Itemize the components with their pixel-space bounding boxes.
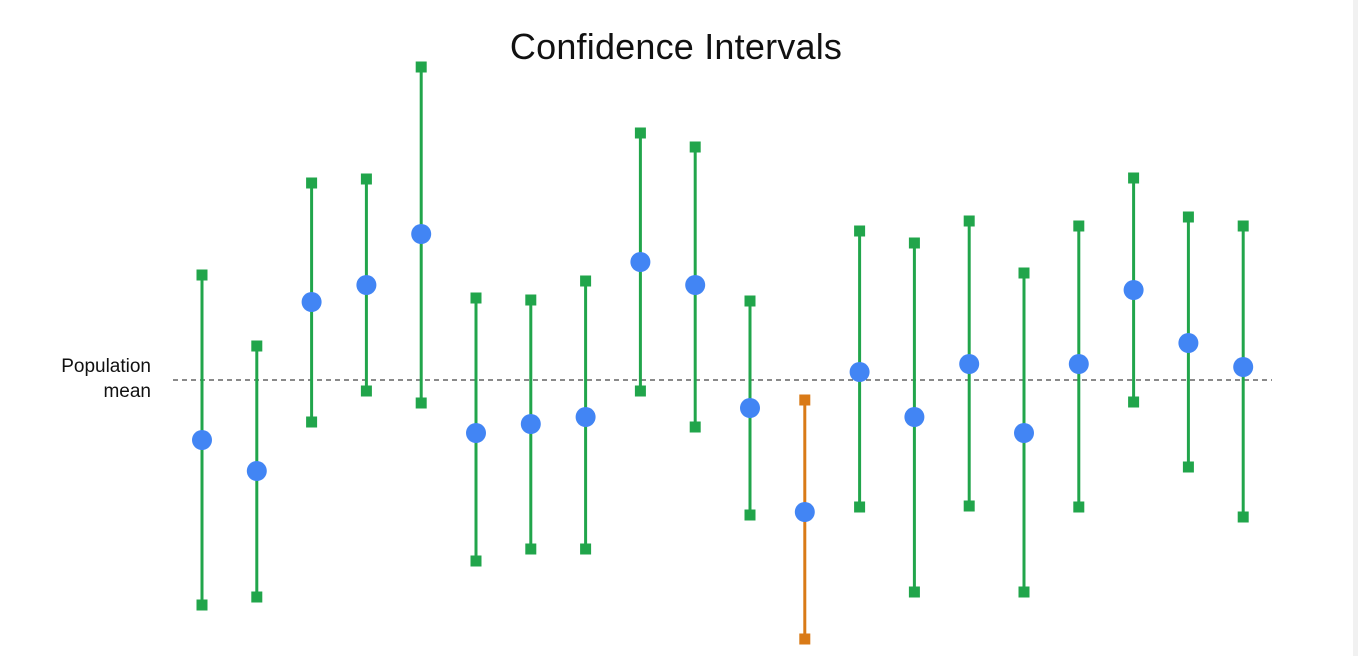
interval-18 <box>1123 172 1144 408</box>
sample-estimate-point <box>904 407 925 427</box>
upper-bound-marker <box>525 294 537 306</box>
population-mean-label-line1: Population <box>61 356 151 377</box>
sample-estimate-point <box>959 354 980 374</box>
interval-7 <box>520 294 541 555</box>
sample-estimate-point <box>740 398 760 418</box>
interval-12 <box>794 394 815 645</box>
interval-11 <box>740 295 760 521</box>
lower-bound-marker <box>1237 511 1249 523</box>
sample-estimate-point <box>246 461 267 481</box>
interval-9 <box>630 127 651 397</box>
upper-bound-marker <box>1182 211 1194 223</box>
upper-bound-marker <box>306 177 318 189</box>
lower-bound-marker <box>963 500 975 512</box>
sample-estimate-point <box>794 502 815 522</box>
upper-bound-marker <box>1073 220 1085 232</box>
sample-estimate-point <box>356 275 377 295</box>
sample-estimate-point <box>630 252 651 272</box>
interval-5 <box>411 61 432 409</box>
upper-bound-marker <box>251 340 263 352</box>
lower-bound-marker <box>744 509 756 521</box>
sample-estimate-point <box>411 224 432 244</box>
upper-bound-marker <box>963 215 975 227</box>
lower-bound-marker <box>306 416 318 428</box>
interval-19 <box>1178 211 1199 473</box>
interval-13 <box>849 225 870 513</box>
lower-bound-marker <box>1073 501 1085 513</box>
sample-estimate-point <box>1178 333 1199 353</box>
lower-bound-marker <box>799 633 811 645</box>
upper-bound-marker <box>634 127 646 139</box>
interval-15 <box>959 215 980 512</box>
upper-bound-marker <box>854 225 866 237</box>
upper-bound-marker <box>1237 220 1249 232</box>
interval-3 <box>301 177 322 428</box>
lower-bound-marker <box>634 385 646 397</box>
interval-8 <box>575 275 596 555</box>
chart-title: Confidence Intervals <box>509 26 843 67</box>
upper-bound-marker <box>470 292 482 304</box>
sample-estimate-point <box>849 362 870 382</box>
sample-estimate-point <box>301 292 322 312</box>
lower-bound-marker <box>689 421 701 433</box>
lower-bound-marker <box>525 543 537 555</box>
lower-bound-marker <box>415 397 427 409</box>
lower-bound-marker <box>360 385 372 397</box>
lower-bound-marker <box>580 543 592 555</box>
right-edge-border <box>1353 0 1358 656</box>
interval-10 <box>685 141 706 433</box>
upper-bound-marker <box>415 61 427 73</box>
population-mean-label: Population mean <box>20 354 151 404</box>
interval-16 <box>1014 267 1034 598</box>
lower-bound-marker <box>251 591 263 603</box>
interval-1 <box>192 269 212 611</box>
sample-estimate-point <box>1014 423 1034 443</box>
sample-estimate-point <box>520 414 541 434</box>
upper-bound-marker <box>1018 267 1030 279</box>
sample-estimate-point <box>1068 354 1089 374</box>
upper-bound-marker <box>360 173 372 185</box>
interval-2 <box>246 340 267 603</box>
sample-estimate-point <box>466 423 486 443</box>
lower-bound-marker <box>196 599 208 611</box>
lower-bound-marker <box>470 555 482 567</box>
upper-bound-marker <box>1128 172 1140 184</box>
interval-6 <box>466 292 486 567</box>
population-mean-label-line2: mean <box>103 381 151 402</box>
upper-bound-marker <box>689 141 701 153</box>
sample-estimate-point <box>192 430 212 450</box>
sample-estimate-point <box>1233 357 1254 377</box>
upper-bound-marker <box>196 269 208 281</box>
lower-bound-marker <box>854 501 866 513</box>
sample-estimate-point <box>685 275 706 295</box>
upper-bound-marker <box>744 295 756 307</box>
sample-estimate-point <box>575 407 596 427</box>
lower-bound-marker <box>1182 461 1194 473</box>
lower-bound-marker <box>1128 396 1140 408</box>
interval-14 <box>904 237 925 598</box>
upper-bound-marker <box>908 237 920 249</box>
interval-4 <box>356 173 377 397</box>
lower-bound-marker <box>1018 586 1030 598</box>
sample-estimate-point <box>1123 280 1144 300</box>
upper-bound-marker <box>580 275 592 287</box>
interval-17 <box>1068 220 1089 513</box>
lower-bound-marker <box>908 586 920 598</box>
upper-bound-marker <box>799 394 811 406</box>
interval-20 <box>1233 220 1254 523</box>
